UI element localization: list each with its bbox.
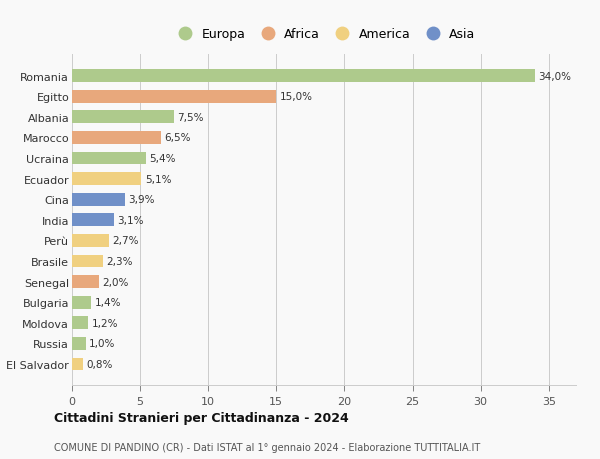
Text: 34,0%: 34,0% (539, 72, 572, 81)
Bar (72, 90, 277, 103)
Legend: Europa, Africa, America, Asia: Europa, Africa, America, Asia (173, 28, 475, 41)
Text: 1,2%: 1,2% (92, 318, 118, 328)
Text: 0,8%: 0,8% (86, 359, 113, 369)
Bar (72, 317, 88, 330)
Text: 5,4%: 5,4% (149, 154, 175, 164)
Text: 2,7%: 2,7% (112, 236, 139, 246)
Bar (72, 296, 91, 309)
Text: 1,4%: 1,4% (94, 297, 121, 308)
Text: 3,9%: 3,9% (128, 195, 155, 205)
Bar (72, 193, 125, 206)
Text: 2,3%: 2,3% (107, 257, 133, 266)
Text: 5,1%: 5,1% (145, 174, 172, 184)
Text: 2,0%: 2,0% (103, 277, 129, 287)
Text: Cittadini Stranieri per Cittadinanza - 2024: Cittadini Stranieri per Cittadinanza - 2… (54, 412, 349, 425)
Bar (72, 70, 535, 83)
Bar (72, 173, 142, 185)
Text: 15,0%: 15,0% (280, 92, 313, 102)
Bar (72, 132, 161, 145)
Bar (72, 358, 83, 370)
Bar (72, 214, 114, 227)
Text: 1,0%: 1,0% (89, 339, 115, 348)
Bar (72, 235, 109, 247)
Bar (72, 255, 103, 268)
Text: 7,5%: 7,5% (178, 112, 204, 123)
Bar (72, 111, 174, 124)
Bar (72, 337, 86, 350)
Bar (72, 275, 99, 288)
Text: COMUNE DI PANDINO (CR) - Dati ISTAT al 1° gennaio 2024 - Elaborazione TUTTITALIA: COMUNE DI PANDINO (CR) - Dati ISTAT al 1… (54, 442, 480, 452)
Text: 3,1%: 3,1% (118, 215, 144, 225)
Bar (72, 152, 146, 165)
Text: 6,5%: 6,5% (164, 133, 190, 143)
